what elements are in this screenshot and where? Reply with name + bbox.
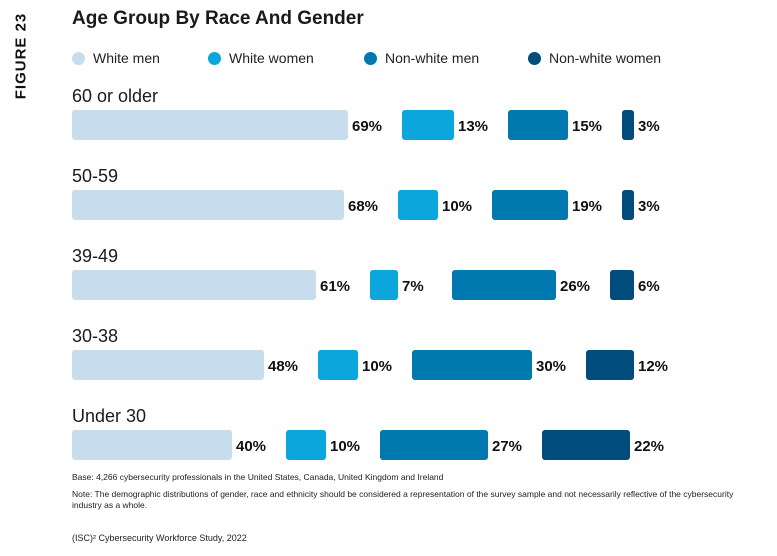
category-label-39-49: 39-49 xyxy=(72,246,118,266)
value-label-non-white-men-39-49: 26% xyxy=(560,278,590,295)
value-label-white-men-under-30: 40% xyxy=(236,438,266,455)
bar-white-men-39-49 xyxy=(72,270,316,300)
bar-white-women-60-or-older xyxy=(402,110,454,140)
value-label-white-women-30-38: 10% xyxy=(362,358,392,375)
legend-swatch-non-white-women xyxy=(528,51,541,65)
bar-white-men-30-38 xyxy=(72,350,264,380)
bar-non-white-men-39-49 xyxy=(452,270,556,300)
value-label-non-white-women-30-38: 12% xyxy=(638,358,668,375)
value-label-non-white-men-50-59: 19% xyxy=(572,198,602,215)
value-label-non-white-men-30-38: 30% xyxy=(536,358,566,375)
value-label-white-women-39-49: 7% xyxy=(402,278,424,295)
demographic-note: Note: The demographic distributions of g… xyxy=(72,489,734,510)
value-label-white-men-50-59: 68% xyxy=(348,198,378,215)
value-label-white-men-30-38: 48% xyxy=(268,358,298,375)
bar-white-men-50-59 xyxy=(72,190,344,220)
value-label-white-women-60-or-older: 13% xyxy=(458,118,488,135)
bar-non-white-men-50-59 xyxy=(492,190,568,220)
base-note: Base: 4,266 cybersecurity professionals … xyxy=(72,472,444,482)
bar-white-women-50-59 xyxy=(398,190,438,220)
legend-item-non-white-women: Non-white women xyxy=(528,50,661,66)
bar-non-white-women-30-38 xyxy=(586,350,634,380)
bar-non-white-men-30-38 xyxy=(412,350,532,380)
bar-non-white-men-60-or-older xyxy=(508,110,568,140)
legend-item-non-white-men: Non-white men xyxy=(364,50,479,66)
legend-swatch-non-white-men xyxy=(364,51,377,65)
bar-non-white-women-under-30 xyxy=(542,430,630,460)
value-label-non-white-women-39-49: 6% xyxy=(638,278,660,295)
category-label-50-59: 50-59 xyxy=(72,166,118,186)
legend-item-white-men: White men xyxy=(72,50,160,66)
legend-item-white-women: White women xyxy=(208,50,314,66)
bar-chart: 60 or older 69% 13% 15% 3% 50-59 68% 10% 19% 3% 39… xyxy=(72,86,668,460)
value-label-white-men-39-49: 61% xyxy=(320,278,350,295)
source-note: (ISC)² Cybersecurity Workforce Study, 20… xyxy=(72,533,247,543)
bar-white-women-30-38 xyxy=(318,350,358,380)
value-label-white-men-60-or-older: 69% xyxy=(352,118,382,135)
legend-swatch-white-men xyxy=(72,51,85,65)
value-label-non-white-women-50-59: 3% xyxy=(638,198,660,215)
legend-label-white-men: White men xyxy=(93,50,160,66)
bar-white-men-60-or-older xyxy=(72,110,348,140)
bar-non-white-women-50-59 xyxy=(622,190,634,220)
value-label-non-white-women-under-30: 22% xyxy=(634,438,664,455)
bar-white-women-under-30 xyxy=(286,430,326,460)
value-label-non-white-women-60-or-older: 3% xyxy=(638,118,660,135)
bar-non-white-women-60-or-older xyxy=(622,110,634,140)
chart-title: Age Group By Race And Gender xyxy=(72,8,364,29)
value-label-non-white-men-under-30: 27% xyxy=(492,438,522,455)
legend-swatch-white-women xyxy=(208,51,221,65)
legend-label-white-women: White women xyxy=(229,50,314,66)
chart-legend: White men White women Non-white men Non-… xyxy=(72,50,712,68)
value-label-non-white-men-60-or-older: 15% xyxy=(572,118,602,135)
bar-non-white-men-under-30 xyxy=(380,430,488,460)
category-label-30-38: 30-38 xyxy=(72,326,118,346)
bar-white-men-under-30 xyxy=(72,430,232,460)
category-label-60-or-older: 60 or older xyxy=(72,86,158,106)
legend-label-non-white-men: Non-white men xyxy=(385,50,480,66)
category-label-under-30: Under 30 xyxy=(72,406,146,426)
value-label-white-women-under-30: 10% xyxy=(330,438,360,455)
legend-label-non-white-women: Non-white women xyxy=(549,50,662,66)
bar-non-white-women-39-49 xyxy=(610,270,634,300)
value-label-white-women-50-59: 10% xyxy=(442,198,472,215)
bar-white-women-39-49 xyxy=(370,270,398,300)
